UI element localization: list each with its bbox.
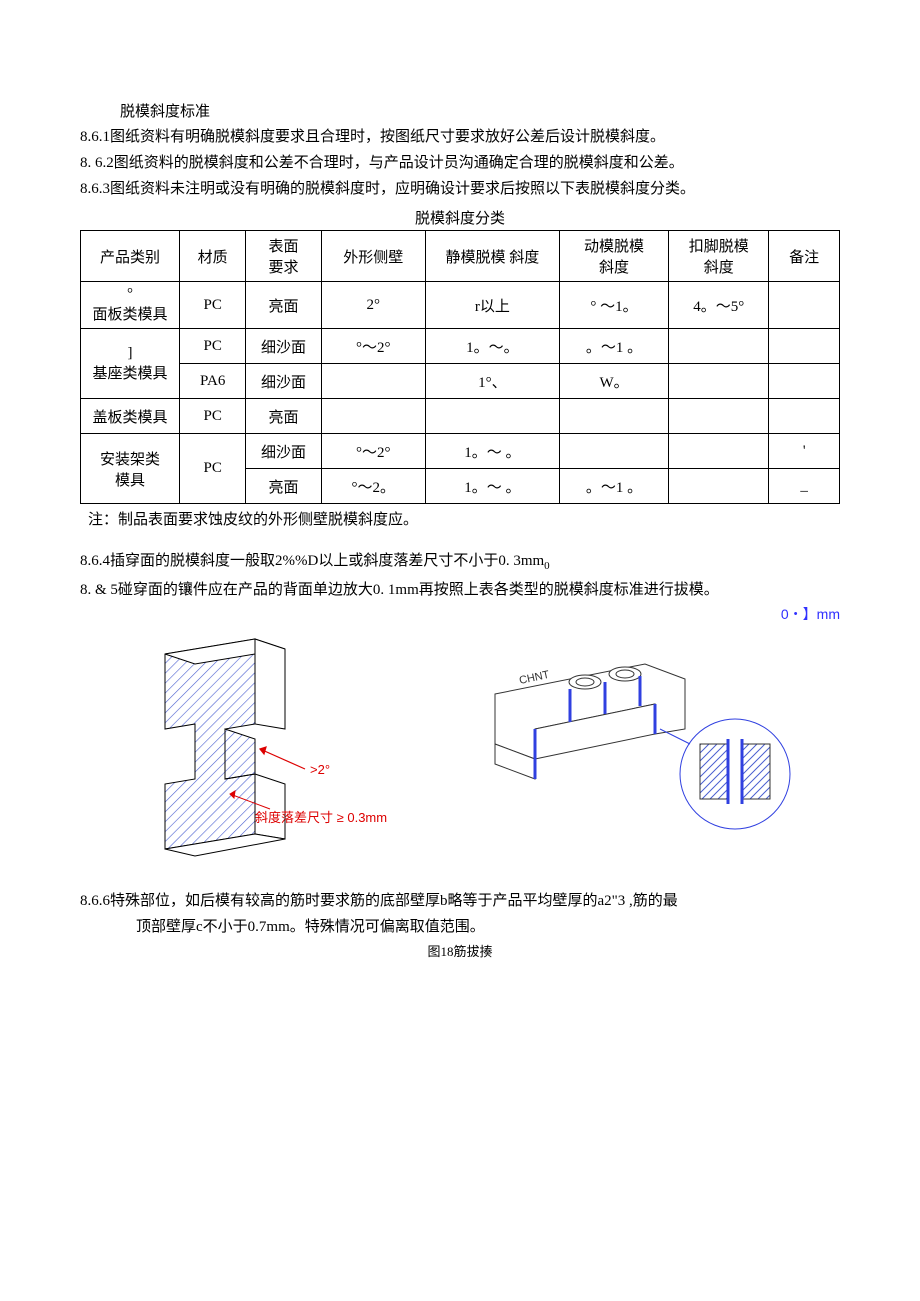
table-row: 安装架类 模具PC细沙面°〜2°1。〜 。' (81, 434, 840, 469)
para-864: 8.6.4插穿面的脱模斜度一般取2%%D以上或斜度落差尺寸不小于0. 3mm0 (80, 549, 840, 576)
cell (769, 329, 840, 364)
cell: W。 (559, 364, 668, 399)
section-heading: 脱模斜度标准 (120, 100, 840, 121)
table-row: PA6细沙面 1°、W。 (81, 364, 840, 399)
cell: °〜2° (321, 329, 425, 364)
cell (321, 399, 425, 434)
table-header-row: 产品类别 材质 表面 要求 外形侧壁 静模脱模 斜度 动模脱模 斜度 扣脚脱模 … (81, 231, 840, 282)
cell: 细沙面 (246, 364, 321, 399)
cell: ° 〜1。 (559, 282, 668, 329)
para-866: 8.6.6特殊部位，如后模有较高的筋时要求筋的底部壁厚b略等于产品平均壁厚的a2… (80, 889, 840, 913)
table-row: ° 面板类模具PC亮面2°r以上° 〜1。4。〜5° (81, 282, 840, 329)
cell (669, 469, 769, 504)
blue-dim-label: 0・】mm (80, 604, 840, 624)
cell: 1。〜 。 (425, 434, 559, 469)
table-title: 脱模斜度分类 (80, 207, 840, 228)
para-864-sub: 0 (544, 560, 550, 572)
figure-right: CHNT (475, 634, 815, 849)
th-category: 产品类别 (81, 231, 180, 282)
cell: °〜2。 (321, 469, 425, 504)
cell: PC (179, 282, 245, 329)
cell: 细沙面 (246, 434, 321, 469)
cell (669, 364, 769, 399)
cell (769, 282, 840, 329)
cell (669, 434, 769, 469)
cell (669, 399, 769, 434)
table-note: 注：制品表面要求蚀皮纹的外形侧壁脱模斜度应。 (88, 508, 840, 529)
cell: r以上 (425, 282, 559, 329)
cell (769, 364, 840, 399)
cell (669, 329, 769, 364)
cell (769, 399, 840, 434)
right-diagram-svg: CHNT (475, 634, 815, 844)
cell: 1。〜 。 (425, 469, 559, 504)
figure-left: >2° 斜度落差尺寸 ≥ 0.3mm (105, 634, 425, 869)
left-diagram-svg: >2° 斜度落差尺寸 ≥ 0.3mm (105, 634, 425, 864)
dim-label: 斜度落差尺寸 ≥ 0.3mm (255, 810, 387, 825)
cell: 亮面 (246, 282, 321, 329)
th-clip: 扣脚脱模 斜度 (669, 231, 769, 282)
cell: 2° (321, 282, 425, 329)
para-865: 8. & 5碰穿面的镶件应在产品的背面单边放大0. 1mm再按照上表各类型的脱模… (80, 578, 840, 602)
th-moving: 动模脱模 斜度 (559, 231, 668, 282)
cell: 细沙面 (246, 329, 321, 364)
cell: 1°、 (425, 364, 559, 399)
cell: 亮面 (246, 399, 321, 434)
th-static: 静模脱模 斜度 (425, 231, 559, 282)
para-866b: 顶部壁厚c不小于0.7mm。特殊情况可偏离取值范围。 (136, 915, 840, 939)
th-outer: 外形侧壁 (321, 231, 425, 282)
th-surface: 表面 要求 (246, 231, 321, 282)
para-863: 8.6.3图纸资料未注明或没有明确的脱模斜度时，应明确设计要求后按照以下表脱模斜… (80, 177, 840, 201)
cell: 亮面 (246, 469, 321, 504)
table-row: ] 基座类模具PC细沙面°〜2°1。〜。。〜1 。 (81, 329, 840, 364)
cell: PC (179, 399, 245, 434)
cell: 1。〜。 (425, 329, 559, 364)
th-material: 材质 (179, 231, 245, 282)
cell (425, 399, 559, 434)
cell-category: ° 面板类模具 (81, 282, 180, 329)
figure-caption: 图18筋拔揍 (80, 941, 840, 960)
cell (559, 434, 668, 469)
cell-category: ] 基座类模具 (81, 329, 180, 399)
draft-angle-table: 产品类别 材质 表面 要求 外形侧壁 静模脱模 斜度 动模脱模 斜度 扣脚脱模 … (80, 230, 840, 504)
angle-label: >2° (310, 762, 330, 777)
cell: PA6 (179, 364, 245, 399)
cell (321, 364, 425, 399)
para-864-text: 8.6.4插穿面的脱模斜度一般取2%%D以上或斜度落差尺寸不小于0. 3mm (80, 553, 544, 569)
table-row: 盖板类模具PC亮面 (81, 399, 840, 434)
cell: °〜2° (321, 434, 425, 469)
para-861: 8.6.1图纸资料有明确脱模斜度要求且合理时，按图纸尺寸要求放好公差后设计脱模斜… (80, 125, 840, 149)
cell: 。〜1 。 (559, 329, 668, 364)
para-862: 8. 6.2图纸资料的脱模斜度和公差不合理时，与产品设计员沟通确定合理的脱模斜度… (80, 151, 840, 175)
cell-category: 安装架类 模具 (81, 434, 180, 504)
cell: _ (769, 469, 840, 504)
cell: 。〜1 。 (559, 469, 668, 504)
th-remark: 备注 (769, 231, 840, 282)
cell (559, 399, 668, 434)
cell: 4。〜5° (669, 282, 769, 329)
cell: ' (769, 434, 840, 469)
cell-category: 盖板类模具 (81, 399, 180, 434)
cell: PC (179, 329, 245, 364)
cell: PC (179, 434, 245, 504)
figure-row: >2° 斜度落差尺寸 ≥ 0.3mm (80, 634, 840, 869)
